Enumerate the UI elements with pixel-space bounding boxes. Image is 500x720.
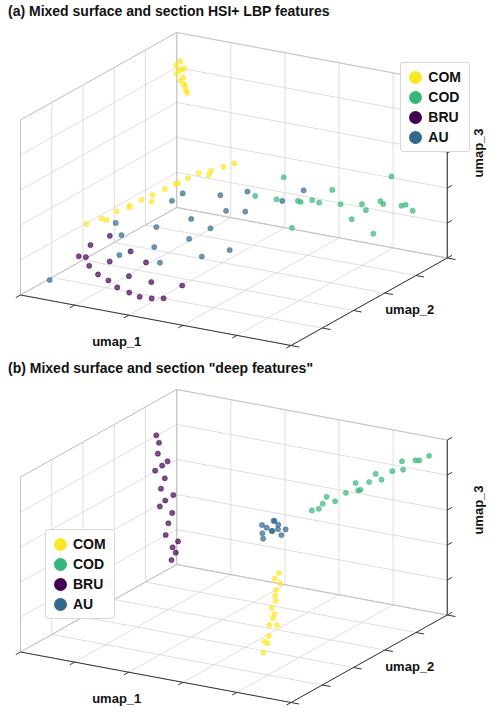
html-text:(b) Mixed surface and section: (b) Mixed surface and section "deep feat… [8, 360, 313, 376]
svg-text:umap_1: umap_1 [92, 334, 141, 349]
svg-text:umap_2: umap_2 [385, 658, 434, 673]
html-text:BRU: BRU [73, 576, 104, 592]
html-text:COM: COM [73, 536, 106, 552]
html-text:(a) Mixed surface and section: (a) Mixed surface and section HSI+ LBP f… [8, 3, 330, 19]
svg-text:umap_2: umap_2 [385, 301, 434, 316]
svg-text:umap_1: umap_1 [92, 691, 141, 706]
html-text:COD: COD [428, 89, 460, 105]
svg-text:umap_3: umap_3 [471, 485, 486, 534]
html-text:BRU: BRU [428, 109, 459, 125]
html-text:COM: COM [428, 69, 461, 85]
svg-text:umap_3: umap_3 [471, 128, 486, 177]
html-text:COD: COD [73, 556, 105, 572]
html-text:AU: AU [428, 129, 449, 145]
html-text:AU: AU [73, 596, 94, 612]
